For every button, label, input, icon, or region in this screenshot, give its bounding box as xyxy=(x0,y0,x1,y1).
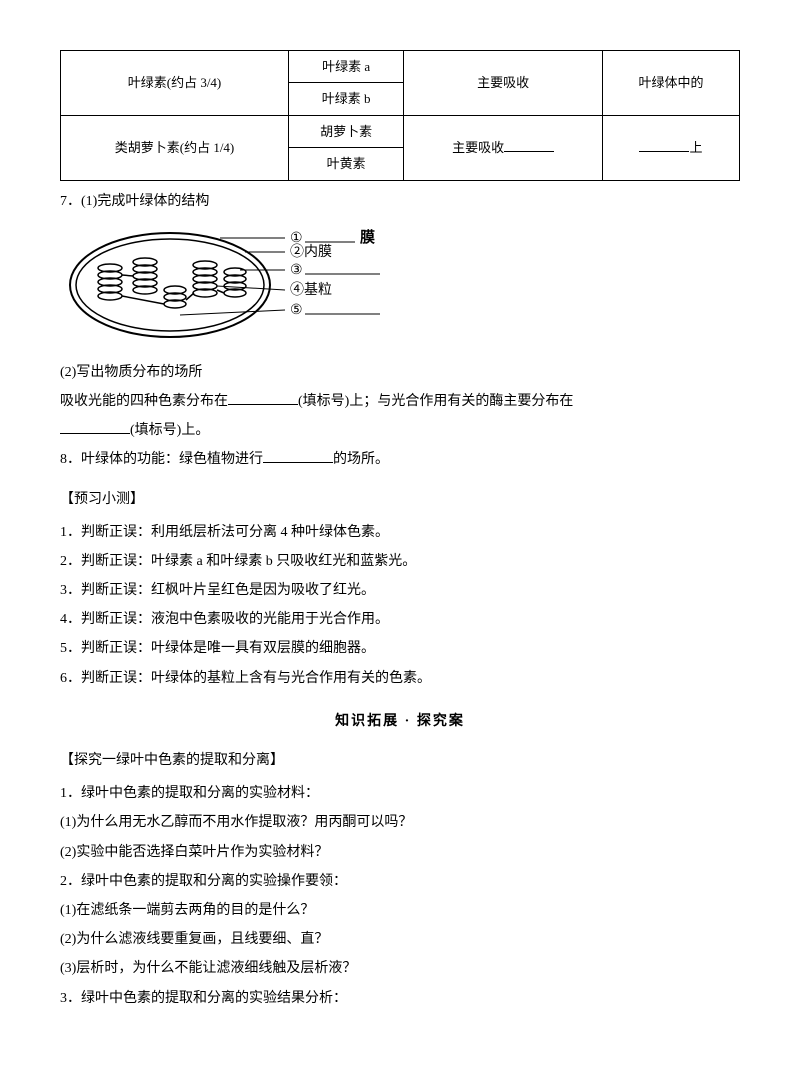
cell-xantho: 叶黄素 xyxy=(289,148,404,180)
q7-part1-text: (1)完成叶绿体的结构 xyxy=(81,194,209,209)
inquiry-item-8: 3．绿叶中色素的提取和分离的实验结果分析： xyxy=(60,986,740,1011)
preview-title: 【预习小测】 xyxy=(60,487,740,512)
cell-chlorophyll: 叶绿素(约占 3/4) xyxy=(61,51,289,116)
q7-part1: 7．(1)完成叶绿体的结构 xyxy=(60,189,740,214)
inquiry-item-1: 1．绿叶中色素的提取和分离的实验材料： xyxy=(60,781,740,806)
cell-loc2: 上 xyxy=(603,115,740,180)
cell-carotene: 胡萝卜素 xyxy=(289,115,404,147)
diag-label-mo: 膜 xyxy=(360,228,375,246)
inquiry-item-4: 2．绿叶中色素的提取和分离的实验操作要领： xyxy=(60,869,740,894)
preview-item-1: 1．判断正误：利用纸层析法可分离 4 种叶绿体色素。 xyxy=(60,520,740,545)
blank-absorb2 xyxy=(504,138,554,152)
q8-num: 8． xyxy=(60,452,81,467)
cell-absorb2: 主要吸收 xyxy=(404,115,603,180)
inquiry-item-5: (1)在滤纸条一端剪去两角的目的是什么？ xyxy=(60,898,740,923)
q7-part2: (2)写出物质分布的场所 xyxy=(60,360,740,385)
q7-line2: (填标号)上。 xyxy=(60,418,740,443)
diag-label-2: ②内膜 xyxy=(290,244,332,260)
chloroplast-diagram: ① 膜 ②内膜 ③ ④基粒 ⑤ xyxy=(60,220,740,350)
preview-item-6: 6．判断正误：叶绿体的基粒上含有与光合作用有关的色素。 xyxy=(60,666,740,691)
q8-b: 的场所。 xyxy=(333,452,389,467)
knowledge-title: 知识拓展 · 探究案 xyxy=(60,709,740,734)
cell-carotenoid: 类胡萝卜素(约占 1/4) xyxy=(61,115,289,180)
blank-q7-1 xyxy=(228,390,298,405)
preview-item-5: 5．判断正误：叶绿体是唯一具有双层膜的细胞器。 xyxy=(60,636,740,661)
cell-absorb1: 主要吸收 xyxy=(404,51,603,116)
blank-loc2 xyxy=(639,138,689,152)
cell-chl-a: 叶绿素 a xyxy=(289,51,404,83)
q7-line2-b: (填标号)上。 xyxy=(130,423,209,438)
q7-line1-a: 吸收光能的四种色素分布在 xyxy=(60,394,228,409)
loc2-suffix: 上 xyxy=(689,140,702,155)
q8: 8．叶绿体的功能：绿色植物进行 的场所。 xyxy=(60,447,740,472)
diag-label-4: ④基粒 xyxy=(290,281,332,298)
cell-chl-b: 叶绿素 b xyxy=(289,83,404,115)
blank-q7-2 xyxy=(60,419,130,434)
cell-loc1: 叶绿体中的 xyxy=(603,51,740,116)
q7-line1-b: (填标号)上；与光合作用有关的酶主要分布在 xyxy=(298,394,573,409)
q7-num: 7． xyxy=(60,194,81,209)
inquiry-item-7: (3)层析时，为什么不能让滤液细线触及层析液？ xyxy=(60,956,740,981)
inquiry-item-3: (2)实验中能否选择白菜叶片作为实验材料？ xyxy=(60,840,740,865)
q7-line1: 吸收光能的四种色素分布在 (填标号)上；与光合作用有关的酶主要分布在 xyxy=(60,389,740,414)
inquiry-title: 【探究一绿叶中色素的提取和分离】 xyxy=(60,748,740,773)
blank-q8 xyxy=(263,448,333,463)
q8-a: 叶绿体的功能：绿色植物进行 xyxy=(81,452,263,467)
preview-item-4: 4．判断正误：液泡中色素吸收的光能用于光合作用。 xyxy=(60,607,740,632)
preview-item-2: 2．判断正误：叶绿素 a 和叶绿素 b 只吸收红光和蓝紫光。 xyxy=(60,549,740,574)
diag-label-1: ① xyxy=(290,231,303,246)
pigment-table: 叶绿素(约占 3/4) 叶绿素 a 主要吸收 叶绿体中的 叶绿素 b 类胡萝卜素… xyxy=(60,50,740,181)
absorb2-prefix: 主要吸收 xyxy=(452,140,504,155)
inquiry-item-2: (1)为什么用无水乙醇而不用水作提取液？用丙酮可以吗？ xyxy=(60,810,740,835)
diag-label-3: ③ xyxy=(290,263,303,278)
inquiry-item-6: (2)为什么滤液线要重复画，且线要细、直？ xyxy=(60,927,740,952)
diag-label-5: ⑤ xyxy=(290,303,303,318)
preview-item-3: 3．判断正误：红枫叶片呈红色是因为吸收了红光。 xyxy=(60,578,740,603)
